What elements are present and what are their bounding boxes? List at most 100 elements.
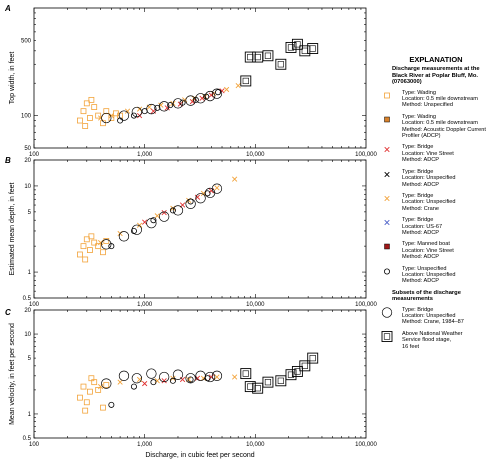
data-point — [262, 50, 274, 62]
data-point — [88, 375, 95, 382]
data-point-shape — [275, 58, 287, 70]
data-point — [87, 247, 93, 253]
panel-B: 0.5 1 5 10 20 100 1,000 10,000 100,000 Estimated … — [5, 156, 378, 308]
data-point — [88, 96, 95, 103]
data-point — [240, 368, 252, 380]
legend-item: Type: Bridge Location: Vine Street Method:… — [380, 144, 492, 163]
data-point-shape — [118, 231, 130, 242]
legend-marker — [384, 244, 390, 250]
legend-marker-shape-shape — [381, 306, 393, 318]
y-tick-label: 0.5 — [23, 436, 32, 442]
data-point-shape — [161, 209, 167, 216]
data-point-shape — [77, 251, 83, 258]
y-tick-label: 10 — [24, 184, 31, 190]
legend-item-text: Method: Acoustic Doppler Current — [402, 126, 486, 133]
data-point — [159, 371, 170, 383]
data-point-shape — [189, 98, 196, 105]
x-tick-label: 100 — [29, 152, 40, 158]
panel-C: 0.5 1 5 10 20 100 1,000 10,000 100,000 Mean veloc… — [5, 308, 378, 448]
data-point — [98, 239, 104, 246]
data-point-shape — [80, 243, 87, 250]
legend-item-text: Location: Unspecified — [402, 199, 456, 206]
data-point — [204, 371, 216, 383]
legend-item-text: Method: ADCP — [402, 229, 439, 236]
x-tick-label: 1,000 — [137, 152, 153, 158]
data-point — [186, 376, 192, 383]
data-point-inner — [264, 52, 272, 59]
data-point — [100, 404, 106, 411]
data-point — [211, 88, 223, 99]
data-point-shape — [291, 366, 303, 377]
legend-item-text: Location: Unspecified — [402, 271, 456, 278]
legend-item: Type: Unspecified Location: Unspecified Me… — [380, 266, 492, 285]
data-point — [244, 51, 256, 63]
data-point-shape — [185, 373, 196, 384]
data-point-shape — [95, 386, 102, 393]
data-point-shape — [307, 43, 319, 54]
data-point-shape — [87, 247, 93, 253]
legend-marker — [384, 147, 390, 153]
data-point-shape — [88, 96, 95, 103]
data-point — [146, 104, 152, 110]
data-point — [103, 108, 110, 115]
data-point — [77, 117, 83, 124]
x-tick-label: 1,000 — [137, 442, 153, 448]
data-point-inner — [242, 77, 249, 85]
series-big-square — [240, 352, 319, 394]
data-point-shape — [211, 88, 223, 99]
data-point — [161, 378, 167, 384]
data-point-shape — [159, 371, 170, 383]
data-point-shape — [80, 383, 87, 390]
data-point — [150, 217, 157, 224]
data-point-shape — [142, 219, 148, 225]
data-point — [189, 98, 196, 105]
data-point-shape — [82, 407, 89, 414]
legend-marker — [384, 195, 390, 202]
data-point — [146, 103, 157, 115]
data-point-inner — [301, 362, 308, 369]
series-big-circle — [101, 88, 223, 124]
y-axis-label: Estimated mean depth, in feet — [9, 182, 16, 275]
data-point-shape — [244, 51, 256, 63]
legend-marker-shape — [384, 147, 390, 153]
data-point-inner — [254, 53, 261, 61]
data-point — [307, 43, 319, 54]
legend-title: EXPLANATION — [409, 55, 463, 64]
data-point — [95, 112, 102, 119]
data-point — [108, 112, 114, 119]
data-point — [185, 95, 196, 106]
data-point — [77, 251, 83, 258]
data-point-shape — [82, 256, 89, 263]
legend-marker-shape — [384, 92, 390, 99]
data-point-shape — [232, 176, 238, 182]
data-point — [82, 407, 89, 414]
data-point — [136, 222, 143, 228]
data-point — [291, 38, 303, 50]
data-point — [172, 369, 184, 380]
legend-item-text: Type: Bridge — [402, 192, 434, 199]
legend-marker-shape — [384, 195, 390, 202]
data-point — [150, 379, 157, 386]
data-point-shape — [98, 115, 104, 121]
data-point-shape — [101, 112, 112, 124]
legend-item-text: Above National Weather — [402, 330, 463, 337]
legend-marker — [384, 116, 390, 123]
data-point-shape — [169, 207, 176, 214]
series-big-circle — [101, 368, 223, 389]
panel-letter: A — [4, 4, 11, 13]
data-point-shape — [82, 123, 89, 129]
data-point-shape — [77, 117, 83, 124]
data-point — [130, 383, 137, 390]
legend-item-text: Type: Wading — [402, 89, 436, 96]
data-point-inner — [254, 385, 261, 392]
legend-marker-shape — [384, 171, 390, 177]
data-point-shape — [185, 95, 196, 106]
data-point — [167, 102, 174, 109]
data-point — [185, 198, 196, 209]
data-point-shape — [131, 106, 143, 118]
data-point-shape — [223, 86, 230, 93]
y-axis-label: Mean velocity, in feet per second — [9, 323, 16, 425]
data-point-shape — [118, 110, 130, 121]
data-point — [100, 120, 106, 127]
